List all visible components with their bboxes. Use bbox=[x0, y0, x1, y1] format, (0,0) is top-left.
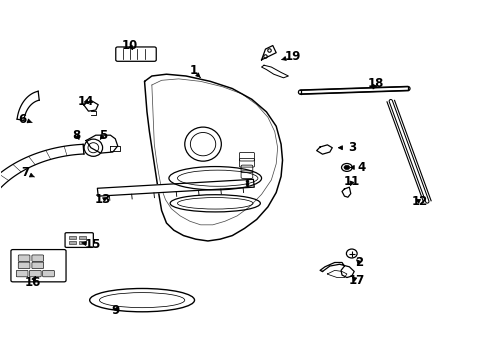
Text: 10: 10 bbox=[122, 39, 138, 52]
Polygon shape bbox=[86, 135, 118, 153]
Text: 12: 12 bbox=[411, 195, 427, 208]
Bar bbox=[79, 240, 85, 244]
Polygon shape bbox=[320, 262, 353, 278]
FancyBboxPatch shape bbox=[42, 270, 54, 277]
Text: 1: 1 bbox=[189, 64, 200, 77]
FancyBboxPatch shape bbox=[32, 255, 43, 261]
Polygon shape bbox=[97, 179, 254, 196]
Text: 17: 17 bbox=[348, 274, 364, 287]
FancyBboxPatch shape bbox=[29, 270, 41, 277]
Text: 14: 14 bbox=[78, 95, 94, 108]
Bar bbox=[79, 236, 85, 239]
Text: 6: 6 bbox=[19, 113, 32, 126]
Ellipse shape bbox=[343, 165, 349, 170]
FancyBboxPatch shape bbox=[16, 270, 28, 277]
Text: 7: 7 bbox=[21, 166, 35, 179]
Text: 13: 13 bbox=[95, 193, 111, 206]
FancyBboxPatch shape bbox=[32, 262, 43, 269]
Text: 15: 15 bbox=[82, 238, 102, 251]
Polygon shape bbox=[316, 145, 331, 154]
Text: 5: 5 bbox=[99, 129, 107, 142]
Text: 18: 18 bbox=[367, 77, 384, 90]
Text: 2: 2 bbox=[354, 256, 363, 269]
Bar bbox=[69, 236, 76, 239]
Polygon shape bbox=[341, 187, 350, 197]
Text: 3: 3 bbox=[338, 141, 355, 154]
Bar bbox=[69, 240, 76, 244]
Text: 4: 4 bbox=[349, 161, 365, 174]
Polygon shape bbox=[83, 100, 98, 111]
FancyBboxPatch shape bbox=[18, 262, 30, 269]
Text: 8: 8 bbox=[72, 129, 80, 142]
FancyBboxPatch shape bbox=[18, 255, 30, 261]
Text: 19: 19 bbox=[281, 50, 301, 63]
Polygon shape bbox=[261, 45, 276, 60]
Text: 9: 9 bbox=[111, 305, 119, 318]
Polygon shape bbox=[261, 65, 288, 78]
Text: 11: 11 bbox=[343, 175, 359, 188]
Text: 16: 16 bbox=[24, 276, 41, 289]
